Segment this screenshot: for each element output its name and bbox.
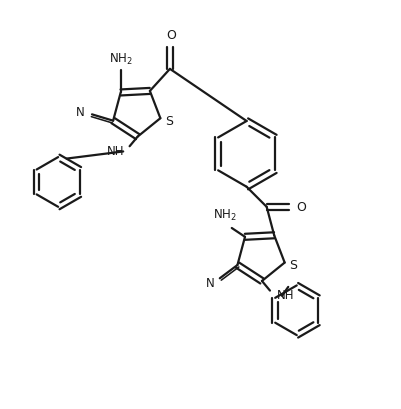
- Text: NH$_2$: NH$_2$: [109, 52, 133, 66]
- Text: S: S: [165, 115, 173, 128]
- Text: N: N: [76, 106, 85, 119]
- Text: NH: NH: [107, 145, 124, 158]
- Text: O: O: [166, 29, 176, 42]
- Text: S: S: [289, 259, 297, 272]
- Text: NH: NH: [277, 288, 295, 301]
- Text: N: N: [206, 276, 215, 289]
- Text: NH$_2$: NH$_2$: [213, 207, 237, 222]
- Text: O: O: [296, 201, 306, 214]
